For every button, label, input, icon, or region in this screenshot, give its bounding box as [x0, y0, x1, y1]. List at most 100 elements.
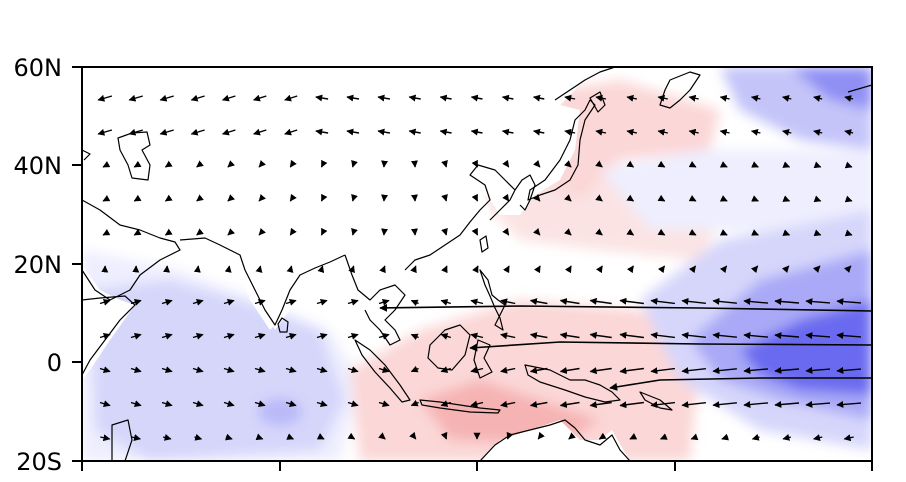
wind-arrow	[320, 227, 328, 236]
lat-label-60n: 60N	[14, 54, 63, 82]
wind-arrow	[688, 228, 697, 236]
wind-arrow	[351, 159, 358, 168]
wind-arrow	[650, 297, 675, 305]
sri-lanka-outline	[277, 317, 289, 333]
wind-arrow	[813, 434, 823, 441]
wind-arrow	[131, 434, 141, 441]
wind-arrow	[774, 366, 800, 374]
wind-arrow	[559, 401, 580, 408]
wind-arrow	[285, 366, 297, 374]
wind-arrow	[130, 332, 142, 340]
india-land	[200, 245, 300, 330]
wind-arrow	[743, 401, 769, 409]
kamchatka-coast	[659, 71, 701, 109]
wind-arrow	[719, 229, 728, 236]
wind-arrow	[258, 193, 266, 202]
wind-arrow	[440, 333, 452, 340]
wind-arrow	[254, 298, 266, 306]
wind-arrow	[439, 94, 452, 102]
wind-arrow	[626, 128, 638, 136]
wind-arrow	[470, 366, 484, 374]
wind-arrow	[408, 128, 421, 136]
wind-arrow	[471, 227, 479, 236]
wind-arrow	[719, 195, 728, 202]
wind-arrow	[626, 194, 635, 202]
wind-arrow	[650, 367, 675, 375]
wind-arrow	[564, 194, 572, 202]
wind-arrow	[223, 298, 235, 306]
wind-arrow	[196, 160, 204, 168]
wind-arrow	[836, 366, 862, 374]
wind-arrow	[836, 298, 862, 306]
wind-arrow	[346, 94, 360, 102]
wind-arrow	[529, 400, 548, 408]
wind-arrow	[629, 433, 638, 440]
wind-arrow	[688, 265, 697, 274]
wind-arrow	[440, 400, 452, 407]
sumatra-outline	[354, 339, 411, 403]
wind-arrow	[159, 128, 174, 136]
wind-arrow	[619, 331, 644, 339]
wind-arrow	[130, 400, 142, 408]
wind-arrow	[439, 128, 452, 136]
wind-arrow	[289, 193, 297, 202]
lat-label-20s: 20S	[16, 448, 62, 476]
wind-arrow	[224, 265, 232, 273]
china-coast	[404, 164, 516, 271]
wind-arrow	[164, 194, 173, 202]
wind-arrow	[133, 194, 142, 202]
wind-arrow	[688, 160, 697, 168]
wind-arrow	[502, 193, 510, 202]
wind-arrow	[133, 228, 142, 236]
wind-arrow	[289, 227, 297, 236]
wind-arrow	[657, 194, 666, 202]
wind-arrow	[529, 298, 548, 306]
wind-arrow	[470, 400, 484, 408]
wind-arrow	[440, 431, 448, 440]
aleutian-coast	[847, 84, 872, 93]
wind-arrow	[320, 193, 328, 202]
wind-arrow	[813, 129, 823, 136]
wind-arrow	[813, 95, 823, 102]
wind-arrow	[589, 401, 612, 409]
wind-arrow	[500, 366, 516, 374]
wind-arrow	[595, 265, 603, 274]
wind-arrow	[564, 94, 576, 102]
lat-label-40n: 40N	[14, 152, 63, 180]
wind-arrow	[351, 227, 358, 236]
wind-arrow	[378, 366, 390, 374]
wind-arrow	[537, 431, 545, 440]
wind-arrow	[688, 194, 697, 202]
wind-arrow	[377, 128, 391, 136]
africa-east-coast	[82, 295, 136, 376]
wind-arrow	[285, 400, 297, 408]
wind-arrow	[102, 160, 111, 168]
wind-arrow	[657, 265, 666, 274]
wind-arrow	[97, 94, 113, 102]
australia-land	[480, 420, 630, 461]
wind-arrow	[348, 265, 355, 274]
wind-arrow	[836, 332, 862, 340]
wind-arrow	[843, 434, 854, 442]
wind-arrow	[441, 159, 448, 168]
wind-arrow	[813, 161, 822, 169]
wind-arrow	[285, 298, 297, 306]
wind-arrow	[286, 433, 295, 440]
wind-arrow	[712, 367, 737, 375]
wind-arrow	[774, 400, 800, 408]
wind-arrow	[650, 331, 675, 339]
wind-arrow	[564, 160, 572, 168]
wind-arrow	[712, 297, 737, 305]
wind-arrow	[595, 228, 603, 236]
wind-arrow	[408, 94, 421, 102]
wind-arrow	[161, 400, 173, 408]
wind-arrow	[255, 433, 264, 441]
wind-arrow	[316, 400, 328, 408]
wind-arrow	[721, 433, 729, 441]
wind-arrow	[719, 94, 730, 102]
wind-arrow	[743, 331, 769, 339]
wind-arrow	[813, 265, 821, 273]
wind-arrow	[657, 160, 666, 168]
wind-arrow	[102, 228, 111, 236]
borneo-outline	[427, 324, 471, 371]
